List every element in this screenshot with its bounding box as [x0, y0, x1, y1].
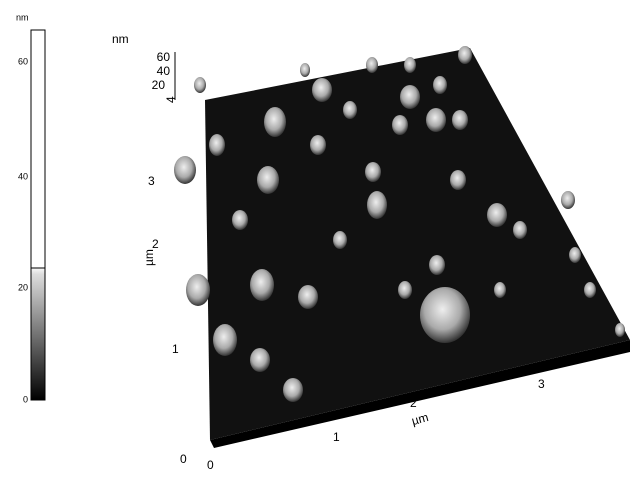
- y-tick: 0: [180, 452, 187, 466]
- z-tick: 40: [157, 64, 171, 78]
- x-tick: 0: [207, 458, 214, 472]
- x-tick: 3: [538, 377, 545, 391]
- bump: [298, 285, 318, 309]
- bump: [333, 231, 347, 249]
- bump: [365, 162, 381, 182]
- y-tick: 1: [172, 342, 179, 356]
- x-tick: 1: [333, 430, 340, 444]
- colorbar-tick: 20: [18, 282, 28, 292]
- bump: [429, 255, 445, 275]
- bump: [398, 281, 412, 299]
- colorbar-tick: 60: [18, 56, 28, 66]
- bump: [426, 108, 446, 132]
- bump: [420, 287, 470, 343]
- bump: [584, 282, 596, 298]
- x-unit: µm: [410, 410, 430, 428]
- bump: [283, 378, 303, 402]
- z-tick: 60: [157, 50, 171, 64]
- bump: [186, 274, 210, 306]
- bump: [561, 191, 575, 209]
- bump: [450, 170, 466, 190]
- bump: [392, 115, 408, 135]
- bump: [400, 85, 420, 109]
- z-tick: 20: [152, 78, 166, 92]
- y-tick: 2: [152, 237, 159, 251]
- bump: [494, 282, 506, 298]
- surface: [205, 48, 630, 440]
- bump: [310, 135, 326, 155]
- bump: [213, 324, 237, 356]
- bump: [194, 77, 206, 93]
- bump: [458, 46, 472, 64]
- bump: [366, 57, 378, 73]
- colorbar-tick: 0: [23, 394, 28, 404]
- bump: [257, 166, 279, 194]
- colorbar-tick: 40: [18, 171, 28, 181]
- bump: [312, 78, 332, 102]
- bump: [513, 221, 527, 239]
- bump: [250, 348, 270, 372]
- bump: [452, 110, 468, 130]
- bump: [343, 101, 357, 119]
- bump: [232, 210, 248, 230]
- bump: [615, 323, 625, 337]
- bump: [487, 203, 507, 227]
- z-unit: nm: [112, 32, 129, 46]
- bump: [404, 57, 416, 73]
- y-tick: 3: [148, 174, 155, 188]
- colorbar: [31, 30, 45, 400]
- y-unit: µm: [142, 249, 156, 266]
- bump: [250, 269, 274, 301]
- bump: [569, 247, 581, 263]
- bump: [264, 107, 286, 137]
- bump: [174, 156, 196, 184]
- bump: [367, 191, 387, 219]
- bump: [300, 63, 310, 77]
- bump: [209, 134, 225, 156]
- y-tick: 4: [164, 96, 178, 103]
- colorbar-unit: nm: [16, 12, 29, 22]
- x-tick: 2: [410, 396, 417, 410]
- afm-figure: nm 60 40 20 0 nm 60 40 20 0 1 2 3 4 µm 0…: [0, 0, 630, 475]
- bump: [433, 76, 447, 94]
